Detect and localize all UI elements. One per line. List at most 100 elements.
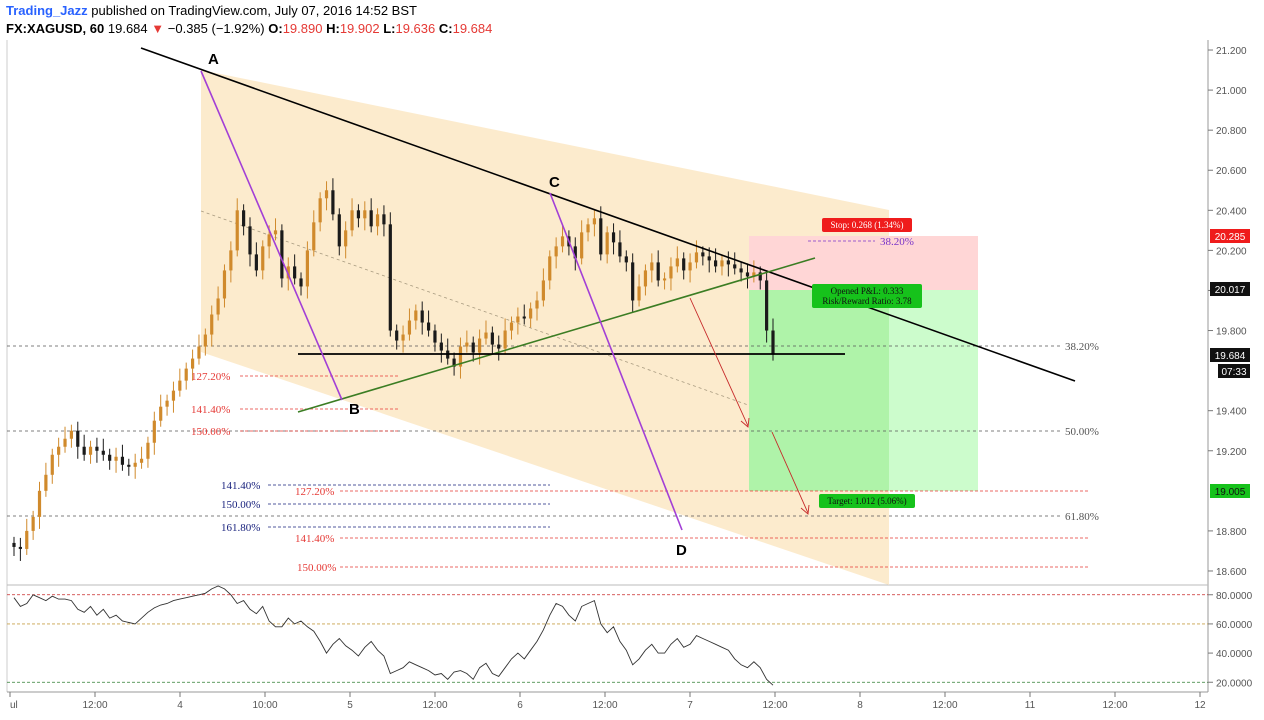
candle-body bbox=[101, 450, 105, 455]
candle-body bbox=[497, 344, 501, 349]
leg-ab[interactable] bbox=[200, 70, 343, 401]
candle-body bbox=[586, 224, 590, 233]
candle-body bbox=[516, 316, 520, 323]
candle-body bbox=[261, 246, 265, 271]
open-label: O: bbox=[268, 21, 283, 36]
time-tick-label: 12:00 bbox=[592, 700, 617, 711]
candle-body bbox=[331, 190, 335, 215]
candle-body bbox=[305, 250, 309, 287]
target-annotation-box bbox=[819, 494, 915, 508]
candle-body bbox=[713, 260, 718, 267]
target-annotation: Target: 1.012 (5.06%) bbox=[827, 496, 906, 506]
candle-body bbox=[88, 446, 93, 455]
candle-body bbox=[490, 332, 494, 345]
leg-cd[interactable] bbox=[549, 192, 683, 531]
point-d-label: D bbox=[676, 542, 687, 559]
author-link[interactable]: Trading_Jazz bbox=[6, 3, 88, 18]
candle-body bbox=[407, 320, 412, 335]
candle-body bbox=[426, 322, 431, 331]
retrace-label-38: 38.20% bbox=[1065, 341, 1099, 353]
time-tick-label: ul bbox=[10, 700, 18, 711]
candle-body bbox=[484, 332, 488, 339]
candle-body bbox=[560, 236, 565, 247]
candle-body bbox=[765, 280, 769, 331]
candle-body bbox=[31, 516, 35, 531]
candle-body bbox=[465, 342, 469, 347]
candle-body bbox=[662, 278, 667, 281]
candle-body bbox=[25, 530, 29, 549]
candle-body bbox=[350, 210, 354, 231]
candle-body bbox=[127, 464, 131, 467]
candle-body bbox=[733, 264, 737, 269]
candle-body bbox=[216, 298, 220, 315]
down-arrow-icon: ▼ bbox=[151, 21, 165, 36]
fib-label-150-right: 150.00% bbox=[297, 562, 336, 574]
candle-body bbox=[433, 330, 437, 343]
candle-body bbox=[771, 330, 775, 355]
candle-body bbox=[369, 210, 373, 227]
symbol-label[interactable]: FX:XAGUSD, 60 bbox=[6, 21, 105, 36]
time-tick-label: 6 bbox=[517, 700, 523, 711]
rsi-line bbox=[13, 585, 774, 686]
time-tick-label: 10:00 bbox=[252, 700, 277, 711]
candle-body bbox=[605, 232, 609, 255]
time-tick-label: 12:00 bbox=[1102, 700, 1127, 711]
price-tick-label: 20.200 bbox=[1216, 246, 1247, 257]
candle-body bbox=[458, 346, 463, 367]
candle-body bbox=[254, 254, 258, 271]
candle-body bbox=[159, 406, 163, 421]
candle-body bbox=[529, 308, 533, 319]
last-price-value: 19.684 bbox=[107, 21, 148, 36]
candle-body bbox=[356, 210, 361, 219]
candle-body bbox=[701, 252, 705, 257]
candle-body bbox=[242, 210, 246, 227]
fib-label-127-left: 127.20% bbox=[191, 371, 230, 383]
time-tick-label: 11 bbox=[1025, 700, 1036, 711]
candle-body bbox=[726, 260, 730, 265]
rsi-tick-label: 60.0000 bbox=[1216, 620, 1253, 631]
fib-label-127-right: 127.20% bbox=[295, 486, 334, 498]
candle-body bbox=[758, 272, 762, 281]
candle-body bbox=[114, 456, 118, 461]
time-tick-label: 5 bbox=[347, 700, 353, 711]
candle-body bbox=[133, 462, 137, 467]
candles bbox=[12, 178, 775, 561]
projection-arrow-1 bbox=[689, 297, 749, 427]
price-tick-label: 21.000 bbox=[1216, 86, 1247, 97]
resistance-trendline[interactable] bbox=[140, 47, 1076, 382]
candle-body bbox=[108, 454, 112, 461]
candle-body bbox=[324, 190, 329, 199]
target-price-label: 19.005 bbox=[1215, 487, 1246, 498]
candle-body bbox=[631, 262, 635, 301]
candle-body bbox=[509, 322, 514, 331]
stop-annotation-box bbox=[822, 218, 912, 232]
candle-body bbox=[44, 474, 48, 491]
arrow-head-1 bbox=[740, 417, 750, 428]
candle-body bbox=[203, 334, 207, 347]
candle-body bbox=[344, 230, 348, 247]
candle-body bbox=[637, 286, 641, 301]
candle-body bbox=[401, 334, 405, 341]
time-tick-label: 12:00 bbox=[82, 700, 107, 711]
candle-body bbox=[388, 224, 392, 331]
candle-body bbox=[694, 252, 699, 263]
countdown-tag bbox=[1218, 364, 1250, 378]
retrace-label-61: 61.80% bbox=[1065, 511, 1099, 523]
candle-body bbox=[554, 246, 558, 257]
publish-line: Trading_Jazz published on TradingView.co… bbox=[6, 3, 417, 18]
candle-body bbox=[363, 210, 367, 219]
target-zone bbox=[749, 290, 889, 491]
candle-body bbox=[299, 278, 303, 287]
stop-price-tag bbox=[1210, 229, 1250, 243]
candle-body bbox=[624, 256, 628, 263]
target-price-tag bbox=[1210, 484, 1250, 498]
candle-body bbox=[312, 222, 316, 251]
fib-label-150-left: 150.00% bbox=[191, 426, 230, 438]
entry-price-label: 20.017 bbox=[1215, 285, 1246, 296]
fib-label-38-top: 38.20% bbox=[880, 236, 914, 248]
price-tick-label: 20.800 bbox=[1216, 126, 1247, 137]
candle-body bbox=[18, 546, 22, 549]
candle-body bbox=[146, 442, 150, 459]
support-trendline[interactable] bbox=[297, 257, 816, 413]
